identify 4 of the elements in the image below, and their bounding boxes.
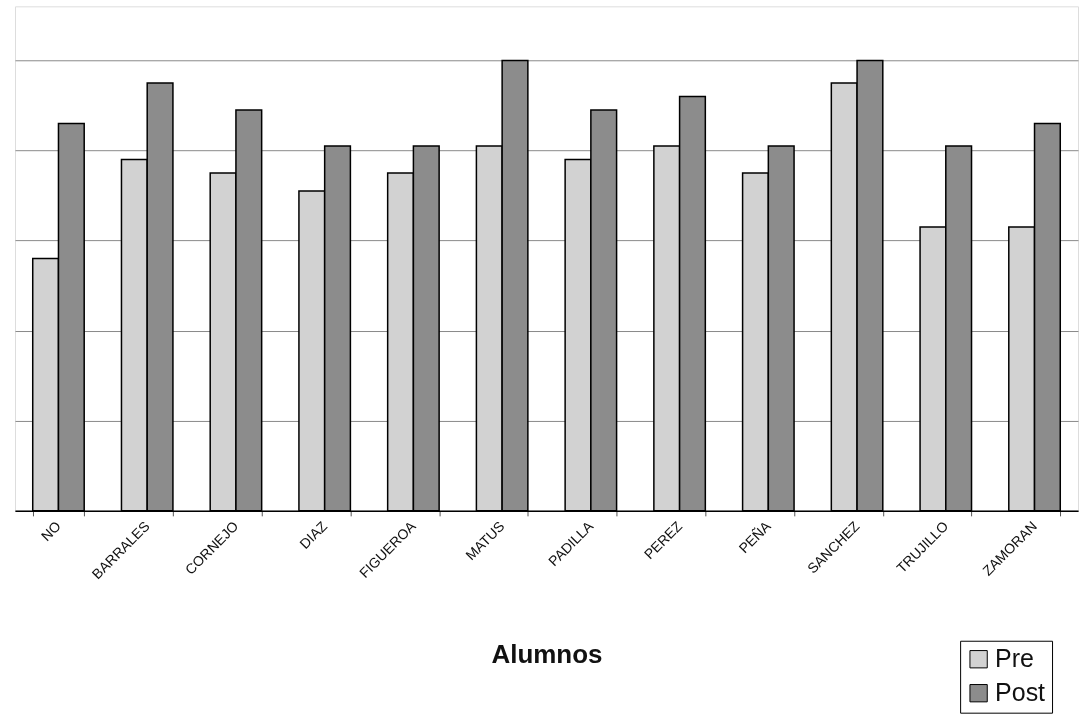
- x-tick-label: NO: [37, 517, 65, 545]
- x-axis-title: Alumnos: [491, 638, 603, 669]
- legend-label: Post: [995, 678, 1046, 707]
- legend-label: Pre: [995, 644, 1034, 673]
